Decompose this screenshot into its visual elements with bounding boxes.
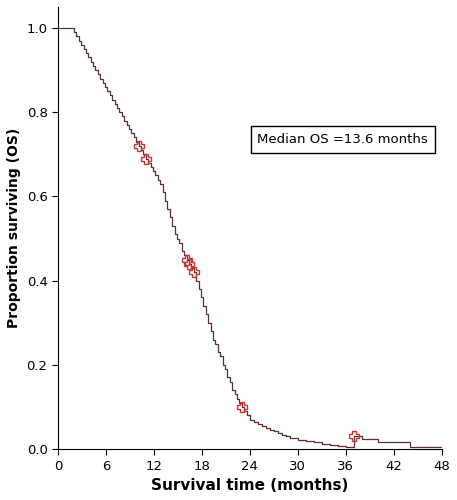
X-axis label: Survival time (months): Survival time (months)	[151, 478, 349, 493]
Text: Median OS =13.6 months: Median OS =13.6 months	[257, 133, 428, 146]
Y-axis label: Proportion surviving (OS): Proportion surviving (OS)	[7, 128, 21, 328]
